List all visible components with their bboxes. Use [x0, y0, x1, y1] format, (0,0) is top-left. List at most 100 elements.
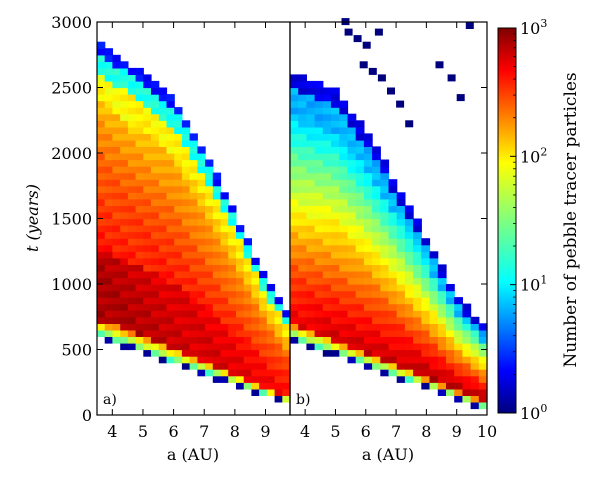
- heatmap-cell: [404, 336, 414, 344]
- heatmap-cell: [446, 349, 455, 357]
- heatmap-cell: [413, 316, 422, 324]
- heatmap-cell: [421, 264, 431, 272]
- heatmap-cell: [236, 264, 245, 272]
- heatmap-cell: [274, 382, 283, 390]
- heatmap-cell: [478, 323, 488, 331]
- heatmap-cell: [470, 356, 480, 364]
- heatmap-cell: [347, 290, 357, 298]
- heatmap-cell: [322, 277, 332, 285]
- heatmap-cell: [347, 120, 357, 128]
- heatmap-cell: [189, 218, 198, 226]
- heatmap-cell: [322, 133, 332, 141]
- heatmap-cell: [112, 61, 121, 69]
- heatmap-cell: [112, 238, 121, 246]
- heatmap-cell: [298, 185, 307, 193]
- heatmap-cell: [236, 277, 245, 285]
- heatmap-cell: [120, 120, 129, 128]
- heatmap-cell: [212, 179, 222, 187]
- heatmap-cell: [104, 133, 113, 141]
- heatmap-cell: [266, 297, 276, 305]
- heatmap-cell: [181, 297, 191, 305]
- heatmap-cell: [220, 277, 229, 285]
- heatmap-cell: [446, 316, 455, 324]
- heatmap-cell: [331, 349, 340, 357]
- heatmap-cell: [151, 284, 160, 292]
- heatmap-cell: [306, 205, 316, 213]
- heatmap-cell: [127, 211, 137, 220]
- heatmap-cell: [347, 211, 357, 220]
- heatmap-cell: [197, 369, 206, 377]
- heatmap-cell: [97, 166, 106, 174]
- heatmap-cell: [266, 323, 276, 331]
- heatmap-cell: [166, 356, 175, 364]
- heatmap-cell: [347, 264, 357, 272]
- heatmap-cell: [290, 120, 299, 128]
- heatmap-cell: [396, 211, 406, 220]
- heatmap-cell: [174, 153, 183, 161]
- heatmap-cell: [446, 388, 455, 396]
- heatmap-cell: [298, 297, 307, 305]
- heatmap-cell: [166, 270, 175, 279]
- heatmap-cell: [462, 356, 472, 364]
- heatmap-cell: [429, 342, 439, 351]
- heatmap-cell: [228, 342, 237, 351]
- heatmap-cell: [220, 375, 229, 383]
- heatmap-cell: [314, 87, 324, 95]
- heatmap-cell: [97, 284, 106, 292]
- heatmap-cell: [112, 336, 121, 344]
- heatmap-cell: [97, 192, 106, 200]
- heatmap-cell: [174, 218, 183, 226]
- heatmap-cell: [143, 238, 152, 246]
- heatmap-cell: [97, 297, 106, 305]
- heatmap-cell: [104, 185, 113, 193]
- heatmap-cell: [429, 323, 439, 331]
- heatmap-cell: [421, 244, 431, 252]
- heatmap-cell: [166, 251, 175, 259]
- heatmap-cell: [104, 316, 113, 324]
- heatmap-cell: [135, 74, 144, 82]
- heatmap-cell: [404, 362, 414, 370]
- heatmap-cell: [212, 336, 222, 344]
- heatmap-cell: [331, 94, 340, 102]
- heatmap-cell: [143, 74, 152, 82]
- heatmap-cell: [298, 133, 307, 141]
- heatmap-cell: [243, 356, 252, 364]
- heatmap-cell: [251, 284, 260, 292]
- heatmap-cell: [372, 342, 381, 351]
- heatmap-cell: [174, 126, 183, 134]
- heatmap-cell: [228, 264, 237, 272]
- heatmap-cell: [421, 270, 431, 279]
- heatmap-cell: [290, 139, 299, 147]
- heatmap-cell: [166, 179, 175, 187]
- heatmap-cell: [413, 329, 422, 337]
- heatmap-cell: [135, 244, 144, 252]
- heatmap-cell: [363, 166, 373, 174]
- heatmap-cell: [404, 316, 414, 324]
- heatmap-cell: [228, 356, 237, 364]
- heatmap-cell: [429, 257, 439, 265]
- heatmap-cell: [143, 251, 152, 259]
- heatmap-cell: [290, 310, 299, 318]
- heatmap-cell: [228, 310, 237, 318]
- heatmap-cell: [135, 120, 144, 128]
- heatmap-cell: [127, 198, 137, 206]
- heatmap-cell: [298, 316, 307, 324]
- heatmap-cell: [158, 310, 168, 318]
- heatmap-cell: [166, 277, 175, 285]
- heatmap-cell: [298, 113, 307, 121]
- heatmap-cell: [306, 113, 316, 121]
- heatmap-cell: [135, 310, 144, 318]
- heatmap-cell: [135, 139, 144, 147]
- heatmap-cell: [151, 225, 160, 233]
- heatmap-cell: [331, 336, 340, 344]
- heatmap-cell: [220, 205, 229, 213]
- heatmap-cell: [331, 133, 340, 141]
- heatmap-cell: [259, 290, 268, 298]
- heatmap-cell: [314, 257, 324, 265]
- heatmap-cell: [120, 316, 129, 324]
- heatmap-cell: [127, 310, 137, 318]
- heatmap-cell: [314, 290, 324, 298]
- heatmap-cell: [135, 126, 144, 134]
